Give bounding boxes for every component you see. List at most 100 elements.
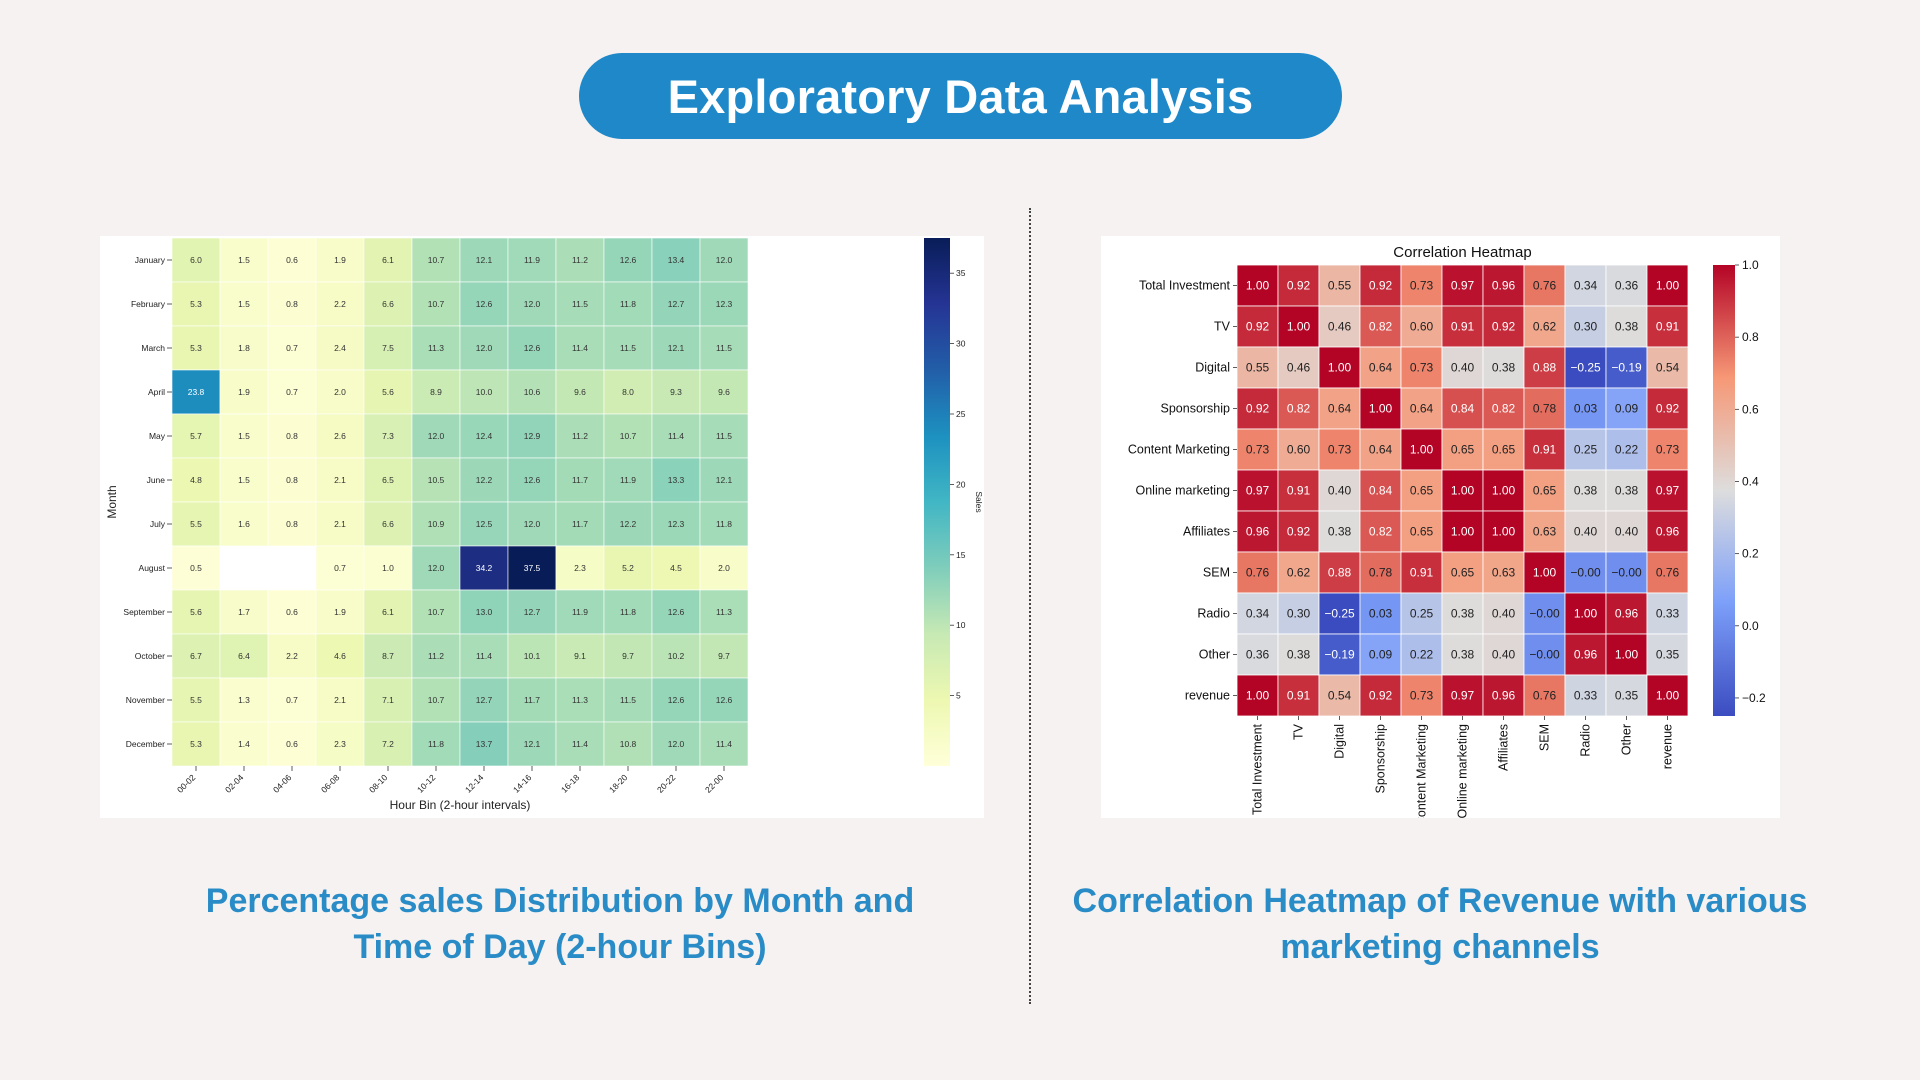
heatmap-cell xyxy=(459,677,509,723)
cell-value-label: 11.7 xyxy=(572,519,588,529)
cell-value-label: 11.9 xyxy=(572,607,588,617)
x-axis-label: Hour Bin (2-hour intervals) xyxy=(390,798,531,812)
x-tick-label: 02-04 xyxy=(223,772,246,795)
heatmap-cell xyxy=(555,677,605,723)
cell-value-label: 0.65 xyxy=(1492,443,1516,457)
heatmap-cell xyxy=(219,413,269,459)
heatmap-cell xyxy=(699,281,749,327)
heatmap-cell xyxy=(699,501,749,547)
x-tick-label: 12-14 xyxy=(463,772,486,795)
heatmap-cell xyxy=(171,413,221,459)
cell-value-label: 1.0 xyxy=(382,563,394,573)
cell-value-label: 5.2 xyxy=(622,563,634,573)
cell-value-label: 11.5 xyxy=(716,431,732,441)
cell-value-label: 4.5 xyxy=(670,563,682,573)
heatmap-cell xyxy=(315,369,365,415)
heatmap-cell xyxy=(507,237,557,283)
heatmap-cell xyxy=(411,413,461,459)
heatmap-cell xyxy=(459,545,509,591)
cell-value-label: 1.00 xyxy=(1492,525,1516,539)
y-tick-label: November xyxy=(126,695,165,705)
heatmap-cell xyxy=(603,281,653,327)
heatmap-cell xyxy=(267,677,317,723)
heatmap-cell xyxy=(411,633,461,679)
cell-value-label: 0.40 xyxy=(1574,525,1598,539)
heatmap-cell xyxy=(1564,346,1607,389)
section-divider xyxy=(1029,208,1031,1004)
cell-value-label: 0.97 xyxy=(1451,689,1475,703)
heatmap-cell xyxy=(315,721,365,767)
cell-value-label: 0.92 xyxy=(1656,402,1680,416)
cell-value-label: 0.84 xyxy=(1369,484,1393,498)
colorbar-tick-label: 0.6 xyxy=(1742,402,1759,416)
chart-title: Correlation Heatmap xyxy=(1393,244,1531,261)
cell-value-label: 0.82 xyxy=(1492,402,1516,416)
cell-value-label: 12.3 xyxy=(716,299,733,309)
cell-value-label: 12.4 xyxy=(476,431,493,441)
cell-value-label: 2.1 xyxy=(334,475,346,485)
heatmap-cell xyxy=(363,325,413,371)
heatmap-cell xyxy=(315,589,365,635)
cell-value-label: 11.8 xyxy=(428,739,444,749)
cell-value-label: 12.7 xyxy=(476,695,493,705)
cell-value-label: 0.73 xyxy=(1410,279,1434,293)
cell-value-label: 12.1 xyxy=(476,255,493,265)
cell-value-label: 1.00 xyxy=(1246,689,1270,703)
cell-value-label: 0.46 xyxy=(1287,361,1311,375)
cell-value-label: 0.7 xyxy=(286,387,298,397)
cell-value-label: 2.0 xyxy=(718,563,730,573)
heatmap-cell xyxy=(507,281,557,327)
colorbar-tick-label: 0.2 xyxy=(1742,547,1759,561)
cell-value-label: 0.73 xyxy=(1656,443,1680,457)
heatmap-cell xyxy=(1277,633,1320,676)
cell-value-label: 10.1 xyxy=(524,651,541,661)
colorbar-tick-label: 35 xyxy=(956,268,966,278)
cell-value-label: 0.96 xyxy=(1656,525,1680,539)
heatmap-cell xyxy=(1564,674,1607,717)
x-tick-label: 22-00 xyxy=(703,772,726,795)
cell-value-label: 0.30 xyxy=(1287,607,1311,621)
cell-value-label: 0.88 xyxy=(1533,361,1557,375)
cell-value-label: 7.2 xyxy=(382,739,394,749)
colorbar-tick-label: 0.8 xyxy=(1742,330,1759,344)
cell-value-label: 11.9 xyxy=(620,475,636,485)
heatmap-cell xyxy=(699,633,749,679)
correlation-heatmap-chart: Correlation Heatmap 1.00 0.92 0.55 0.92 0.73 0… xyxy=(1128,244,1766,818)
cell-value-label: 1.00 xyxy=(1615,648,1639,662)
x-tick-label: 06-08 xyxy=(319,772,342,795)
colorbar-tick-label: 10 xyxy=(956,620,966,630)
heatmap-cell xyxy=(1482,264,1525,307)
x-tick-label: 14-16 xyxy=(511,772,534,795)
cell-value-label: 10.8 xyxy=(620,739,637,749)
cell-value-label: 12.0 xyxy=(524,519,541,529)
heatmap-cell xyxy=(1523,633,1566,676)
heatmap-cell xyxy=(1564,510,1607,553)
heatmap-cell xyxy=(363,633,413,679)
cell-value-label: 11.5 xyxy=(620,343,636,353)
cell-value-label: 0.38 xyxy=(1328,525,1352,539)
cell-value-label: 0.97 xyxy=(1246,484,1270,498)
x-tick-label: SEM xyxy=(1538,724,1552,751)
heatmap-cell xyxy=(555,457,605,503)
heatmap-cell xyxy=(1646,305,1689,348)
cell-value-label: 13.3 xyxy=(668,475,685,485)
cell-value-label: 1.00 xyxy=(1410,443,1434,457)
cell-value-label: 1.00 xyxy=(1369,402,1393,416)
cell-value-label: 0.7 xyxy=(286,343,298,353)
heatmap-cell xyxy=(1441,428,1484,471)
x-tick-label: TV xyxy=(1292,723,1306,740)
heatmap-cell xyxy=(1646,674,1689,717)
heatmap-cell xyxy=(1646,510,1689,553)
heatmap-cell xyxy=(1646,633,1689,676)
cell-value-label: 12.6 xyxy=(620,255,637,265)
heatmap-cell xyxy=(267,589,317,635)
cell-value-label: 11.4 xyxy=(572,343,588,353)
cell-value-label: −0.00 xyxy=(1529,648,1560,662)
cell-value-label: 5.6 xyxy=(190,607,202,617)
x-tick-label: revenue xyxy=(1661,724,1675,769)
heatmap-cell xyxy=(1318,510,1361,553)
cell-value-label: 11.2 xyxy=(572,431,588,441)
cell-value-label: 0.65 xyxy=(1410,525,1434,539)
y-tick-label: February xyxy=(131,299,166,309)
cell-value-label: 12.7 xyxy=(668,299,685,309)
